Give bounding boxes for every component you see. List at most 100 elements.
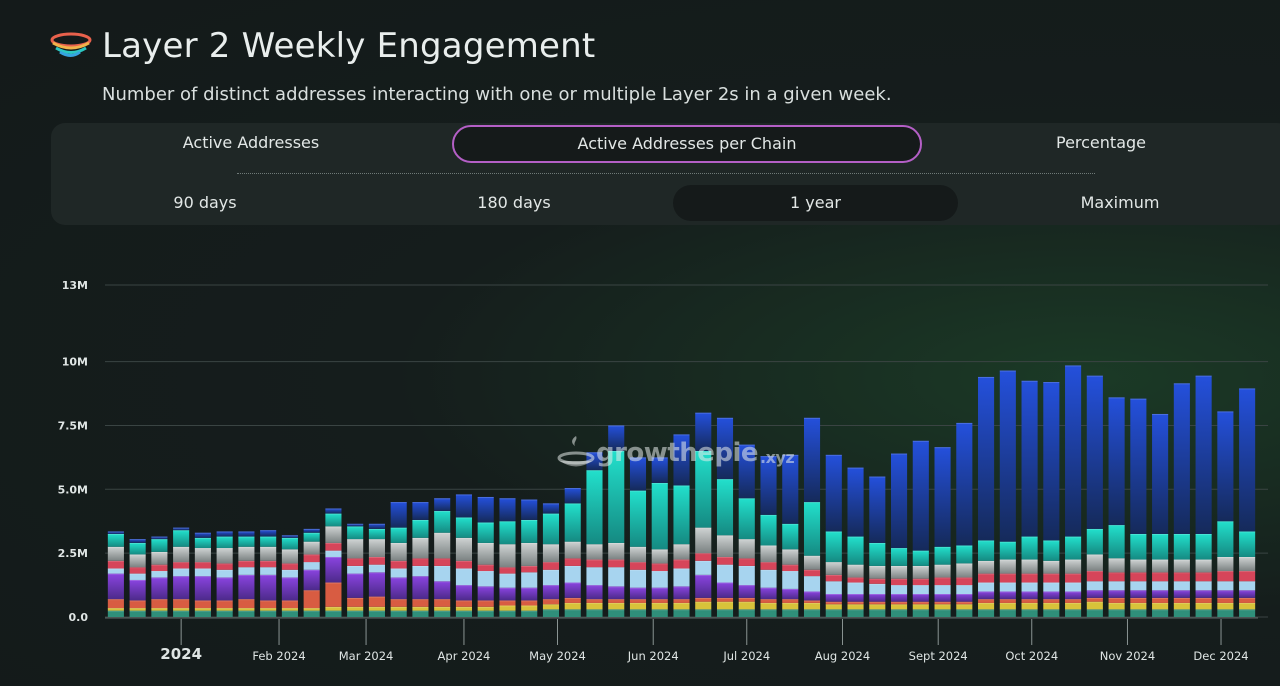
week-bar	[1152, 413, 1169, 617]
bar-segment-edge	[281, 610, 298, 612]
bar-segment-lightblue	[521, 572, 538, 588]
bar-segment-yellow	[782, 602, 799, 610]
bar-segment-edge	[716, 564, 734, 566]
bar-segment-yellow	[1043, 602, 1060, 610]
bar-segment-lightblue	[716, 564, 734, 583]
bar-segment-edge	[1108, 597, 1125, 599]
bar-segment-edge	[738, 558, 755, 560]
week-bar	[847, 467, 864, 617]
week-bar	[1195, 375, 1212, 617]
week-bar	[1065, 365, 1082, 617]
bar-segment-red	[1173, 572, 1190, 582]
bar-segment-purple	[390, 577, 407, 600]
bar-segment-edge	[194, 532, 211, 534]
tab-active-addresses[interactable]: Active Addresses	[182, 133, 320, 152]
bar-segment-yellow	[390, 606, 407, 611]
bar-segment-purple	[1239, 590, 1256, 598]
bar-segment-edge	[912, 550, 929, 552]
bar-segment-edge	[216, 536, 233, 538]
bar-segment-orange	[956, 601, 973, 605]
bar-segment-edge	[499, 498, 516, 500]
bar-segment-edge	[194, 610, 211, 612]
bar-segment-edge	[673, 434, 690, 436]
bar-segment-purple	[325, 556, 342, 583]
bar-segment-edge	[1173, 572, 1190, 574]
bar-segment-edge	[586, 567, 603, 569]
bar-segment-edge	[107, 534, 124, 535]
bar-segment-edge	[999, 541, 1016, 543]
bar-segment-blue	[912, 440, 929, 551]
bar-segment-edge	[629, 490, 647, 492]
bar-segment-red	[1108, 572, 1125, 582]
bar-segment-edge	[651, 457, 668, 459]
bar-segment-teal	[194, 537, 211, 549]
bar-segment-edge	[912, 578, 929, 580]
bar-segment-purple	[347, 573, 364, 598]
bar-segment-edge	[586, 599, 603, 601]
bar-segment-edge	[303, 569, 320, 571]
bar-segment-gray	[434, 532, 451, 559]
week-bar	[1130, 398, 1147, 617]
bar-segment-edge	[673, 599, 690, 601]
bar-segment-gray	[586, 544, 603, 560]
bar-segment-orange	[825, 601, 842, 605]
bar-segment-teal	[912, 550, 929, 566]
bar-segment-red	[1239, 571, 1256, 582]
bar-segment-edge	[956, 609, 973, 611]
bar-segment-gray	[673, 544, 690, 560]
bar-segment-purple	[1021, 591, 1038, 600]
bar-segment-edge	[1108, 397, 1125, 399]
bar-segment-blue	[281, 535, 298, 538]
bar-segment-edge	[129, 539, 146, 541]
range-90-days[interactable]: 90 days	[173, 193, 237, 212]
bar-segment-edge	[978, 573, 995, 575]
bar-segment-edge	[1043, 560, 1060, 562]
range-maximum[interactable]: Maximum	[1080, 193, 1160, 212]
bar-segment-edge	[1065, 602, 1082, 604]
bar-segment-small chains	[325, 610, 342, 617]
bar-segment-yellow	[738, 601, 755, 610]
tab-percentage[interactable]: Percentage	[1055, 133, 1146, 152]
bar-segment-edge	[803, 569, 821, 571]
bar-segment-edge	[956, 601, 973, 603]
bar-segment-edge	[608, 425, 625, 427]
bar-segment-edge	[347, 558, 364, 560]
bar-segment-edge	[390, 560, 407, 562]
bar-segment-edge	[1173, 581, 1190, 583]
bar-segment-edge	[1217, 556, 1234, 558]
tab-active-addresses-per-chain[interactable]: Active Addresses per Chain	[452, 125, 922, 163]
bar-segment-purple	[303, 569, 320, 591]
bar-segment-edge	[173, 568, 190, 570]
bar-segment-small chains	[194, 610, 211, 617]
bar-segment-edge	[347, 565, 364, 567]
bar-segment-red	[564, 558, 581, 566]
bar-segment-edge	[782, 588, 799, 590]
range-180-days[interactable]: 180 days	[477, 193, 551, 212]
bar-segment-teal	[1195, 534, 1212, 560]
bar-segment-edge	[738, 597, 755, 599]
bar-segment-edge	[107, 531, 124, 533]
bar-segment-teal	[673, 485, 690, 545]
bar-segment-yellow	[1152, 602, 1169, 610]
bar-segment-edge	[1239, 590, 1256, 592]
bar-segment-edge	[803, 555, 821, 557]
bar-segment-lightblue	[368, 564, 385, 573]
bar-segment-edge	[412, 576, 429, 578]
bar-segment-small chains	[151, 610, 168, 617]
bar-segment-gray	[1130, 559, 1147, 573]
range-1-year[interactable]: 1 year	[673, 185, 958, 221]
bar-segment-yellow	[999, 602, 1016, 610]
bar-segment-edge	[368, 556, 385, 558]
bar-segment-purple	[107, 573, 124, 600]
bar-segment-teal	[434, 511, 451, 533]
bar-segment-orange	[129, 600, 146, 609]
bar-segment-small chains	[695, 609, 712, 617]
bar-segment-orange	[368, 596, 385, 607]
bar-segment-blue	[1152, 413, 1169, 534]
x-tick-label: Sept 2024	[909, 649, 968, 663]
bar-segment-gray	[151, 551, 168, 565]
bar-segment-edge	[934, 447, 951, 449]
bar-segment-small chains	[390, 610, 407, 617]
bar-segment-edge	[738, 539, 755, 541]
bar-segment-small chains	[608, 609, 625, 617]
